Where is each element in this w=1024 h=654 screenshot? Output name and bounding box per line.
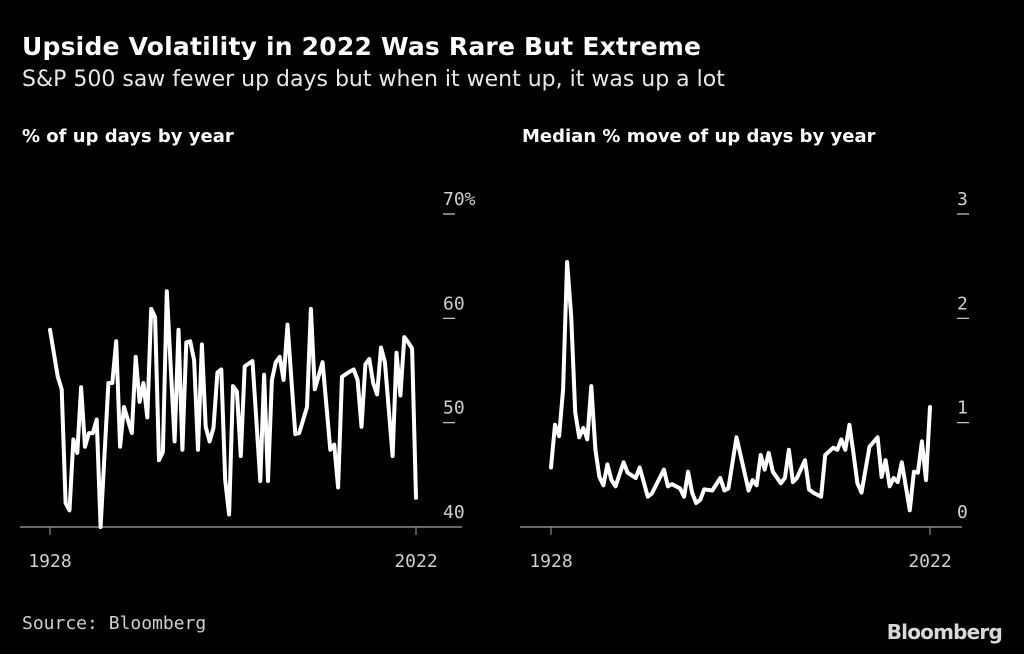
series-line bbox=[48, 289, 418, 529]
left-panel-title: % of up days by year bbox=[22, 126, 234, 147]
y-tick-label: 2 bbox=[957, 293, 968, 314]
y-tick-label: 1 bbox=[957, 398, 968, 419]
y-tick-label: 40 bbox=[443, 502, 465, 523]
x-tick-label: 2022 bbox=[908, 551, 951, 572]
y-tick-label: 60 bbox=[443, 293, 465, 314]
x-tick-label: 1928 bbox=[529, 551, 572, 572]
y-tick-label: 70% bbox=[443, 189, 476, 210]
series-line bbox=[549, 260, 932, 513]
chart-subtitle: S&P 500 saw fewer up days but when it we… bbox=[22, 67, 725, 92]
y-tick-label: 3 bbox=[957, 189, 968, 210]
right-panel-title: Median % move of up days by year bbox=[522, 126, 876, 147]
chart-title: Upside Volatility in 2022 Was Rare But E… bbox=[22, 32, 702, 61]
y-tick-label: 0 bbox=[957, 502, 968, 523]
x-tick-label: 1928 bbox=[28, 551, 71, 572]
y-tick-label: 50 bbox=[443, 398, 465, 419]
source-note: Source: Bloomberg bbox=[22, 613, 207, 634]
bloomberg-logo: Bloomberg bbox=[886, 620, 1003, 644]
x-tick-label: 2022 bbox=[394, 551, 437, 572]
